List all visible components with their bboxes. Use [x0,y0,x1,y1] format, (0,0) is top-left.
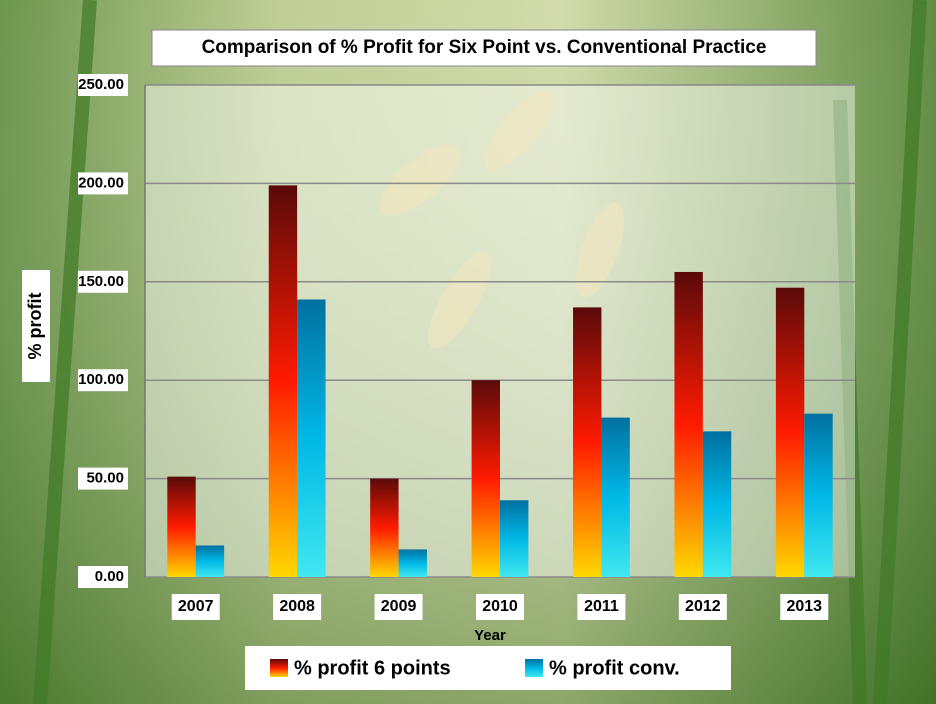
bar [471,380,500,577]
legend-swatch [525,659,543,677]
y-label-box [22,270,50,382]
x-tick-label: 2012 [685,598,721,615]
y-tick-box [78,74,128,96]
bar [775,287,805,577]
x-tick-label: 2009 [381,598,417,615]
bar [398,549,427,577]
y-tick-box [78,369,128,392]
bar [702,431,732,577]
x-tick-label: 2013 [786,598,822,615]
title-box [151,29,817,67]
x-tick-label: 2007 [178,598,214,615]
y-axis-label: % profit [25,293,45,360]
bar [268,185,298,578]
bar [195,545,225,577]
y-tick-label: 200.00 [78,174,124,191]
legend-swatch [270,659,288,677]
legend-label: % profit 6 points [294,657,451,679]
y-tick-label: 150.00 [78,273,124,290]
leaf-decoration [33,0,927,704]
legend-label: % profit conv. [549,657,680,679]
chart-title: Comparison of % Profit for Six Point vs.… [202,37,767,58]
y-tick-box [78,467,128,490]
x-tick-label: 2010 [482,598,518,615]
x-tick-box [780,594,829,620]
bar [573,307,602,577]
bar [167,476,196,577]
y-tick-box [78,172,128,195]
y-tick-label: 0.00 [95,568,124,585]
bar [804,413,833,577]
x-tick-box [273,594,322,620]
x-tick-box [577,594,626,620]
bar [500,500,529,577]
x-axis-label: Year [474,627,506,644]
y-tick-label: 50.00 [86,470,124,487]
x-tick-box [374,594,423,620]
y-tick-box [78,566,128,588]
x-tick-box [171,594,220,620]
y-tick-label: 250.00 [78,76,124,93]
x-tick-label: 2011 [584,598,619,615]
grain-decoration [379,89,625,349]
bar [370,478,399,577]
y-tick-box [78,270,128,293]
bar [297,299,326,577]
x-tick-label: 2008 [279,598,315,615]
x-tick-box [678,594,727,620]
legend-box [245,646,731,690]
y-tick-label: 100.00 [78,371,124,388]
x-tick-box [476,594,524,620]
bar [674,271,703,577]
bar [601,417,630,577]
